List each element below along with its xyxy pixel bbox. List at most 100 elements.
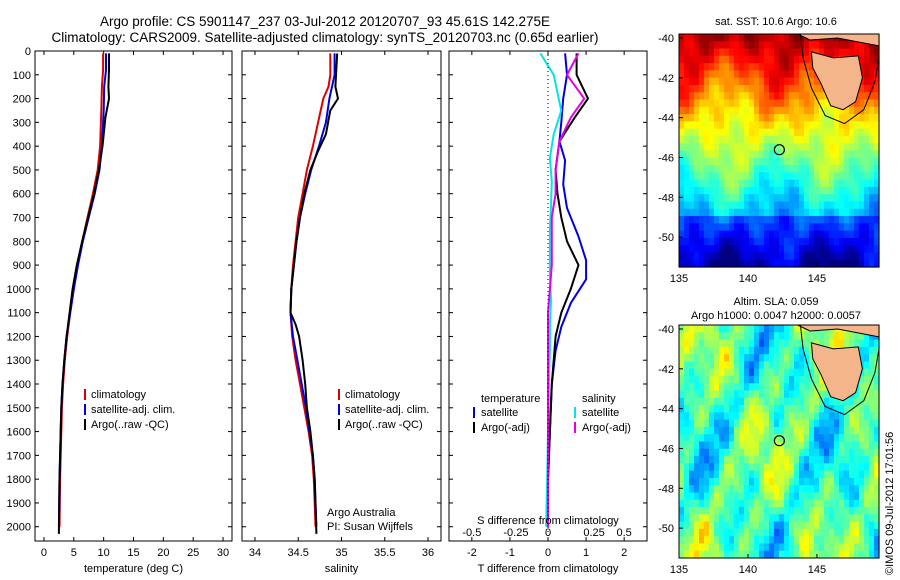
y-tick-label: 500 <box>13 165 31 177</box>
chart-title-line-1: Argo profile: CS 5901147_237 03-Jul-2012… <box>99 14 551 29</box>
legend-entry: satellite <box>481 407 518 419</box>
legend-entry: Argo(..raw -QC) <box>91 419 169 431</box>
x-tick-label: 10 <box>98 547 110 559</box>
x-tick-label: 2 <box>621 547 627 559</box>
s-tick-label: 0 <box>545 527 551 539</box>
y-tick-label: 0 <box>25 46 31 58</box>
map-x-tick-label: 135 <box>670 564 688 576</box>
legend-title: temperature <box>481 393 540 405</box>
s-tick-label: 0.25 <box>583 527 604 539</box>
y-tick-label: 600 <box>13 189 31 201</box>
x-axis-label: salinity <box>325 563 359 575</box>
s-tick-label: 0.5 <box>617 527 632 539</box>
series-line-argo-raw-qc- <box>57 53 110 534</box>
depth-contour-sst-map <box>799 33 880 125</box>
x-tick-label: 15 <box>127 547 139 559</box>
x-tick-label: 1 <box>583 547 589 559</box>
legend-entry: Argo(-adj) <box>582 422 631 434</box>
y-tick-label: 1600 <box>7 427 31 439</box>
depth-contour-sla-map <box>799 324 880 416</box>
y-tick-label: 1300 <box>7 355 31 367</box>
map-title-sla-2: Argo h1000: 0.0047 h2000: 0.0057 <box>691 310 861 322</box>
map-y-tick-label: -40 <box>658 33 674 45</box>
map-y-tick-label: -42 <box>658 73 674 85</box>
map-y-tick-label: -48 <box>658 192 674 204</box>
y-tick-label: 400 <box>13 141 31 153</box>
x-axis-label: temperature (deg C) <box>84 563 183 575</box>
x-tick-label: 0 <box>41 547 47 559</box>
axes-frame-temperature <box>34 50 233 542</box>
x-tick-label: 25 <box>187 547 199 559</box>
tasmania-land-sla-map <box>810 342 863 402</box>
s-axis-label: S difference from climatology <box>477 515 619 527</box>
x-tick-label: -1 <box>505 547 515 559</box>
legend-title: salinity <box>582 393 616 405</box>
legend-entry: climatology <box>345 389 401 401</box>
y-tick-label: 2000 <box>7 522 31 534</box>
map-x-tick-label: 145 <box>808 273 826 285</box>
x-tick-label: 35 <box>335 547 347 559</box>
map-y-tick-label: -42 <box>658 364 674 376</box>
series-line-argo-raw-qc- <box>289 53 339 534</box>
map-y-tick-label: -44 <box>658 113 674 125</box>
series-line-salinity-argo-adj- <box>547 52 586 527</box>
x-tick-label: 34.5 <box>288 547 309 559</box>
x-axis-label: T difference from climatology <box>478 563 619 575</box>
legend-entry: climatology <box>91 389 147 401</box>
y-tick-label: 300 <box>13 117 31 129</box>
annotation-line: PI: Susan Wijffels <box>327 521 413 533</box>
map-x-tick-label: 145 <box>808 564 826 576</box>
map-frame-sst-map <box>678 33 880 268</box>
map-title-sst: sat. SST: 10.6 Argo: 10.6 <box>715 16 837 28</box>
annotation-line: Argo Australia <box>327 507 396 519</box>
legend-entry: satellite <box>582 407 619 419</box>
map-frame-sla-map <box>678 324 880 559</box>
y-tick-label: 700 <box>13 213 31 225</box>
argo-position-marker <box>773 144 785 156</box>
y-tick-label: 1500 <box>7 403 31 415</box>
timestamp-label: ©IMOS 09-Jul-2012 17:01:56 <box>884 431 896 575</box>
tasmania-land-sst-map <box>810 51 863 111</box>
x-tick-label: 5 <box>71 547 77 559</box>
legend-entry: satellite-adj. clim. <box>91 404 175 416</box>
y-tick-label: 1400 <box>7 379 31 391</box>
y-tick-label: 1200 <box>7 331 31 343</box>
heatmap-cells-sst-map <box>679 34 880 268</box>
map-y-tick-label: -50 <box>658 523 674 535</box>
y-tick-label: 100 <box>13 70 31 82</box>
map-y-tick-label: -48 <box>658 483 674 495</box>
legend-entry: satellite-adj. clim. <box>345 404 429 416</box>
map-y-tick-label: -50 <box>658 232 674 244</box>
y-tick-label: 1100 <box>7 308 31 320</box>
x-tick-label: 35.5 <box>374 547 395 559</box>
y-tick-label: 1900 <box>7 498 31 510</box>
s-tick-label: -0.5 <box>462 527 481 539</box>
y-tick-label: 800 <box>13 236 31 248</box>
map-y-tick-label: -40 <box>658 324 674 336</box>
y-tick-label: 1000 <box>7 284 31 296</box>
y-tick-label: 900 <box>13 260 31 272</box>
chart-title-line-2: Climatology: CARS2009. Satellite-adjuste… <box>51 30 599 45</box>
map-y-tick-label: -46 <box>658 443 674 455</box>
legend-entry: Argo(-adj) <box>481 422 530 434</box>
series-line-temperature-argo-adj- <box>547 53 589 527</box>
s-tick-label: -0.25 <box>503 527 528 539</box>
x-tick-label: 30 <box>217 547 229 559</box>
map-y-tick-label: -44 <box>658 404 674 416</box>
x-tick-label: 34 <box>249 547 261 559</box>
axes-frame-salinity <box>241 50 442 542</box>
heatmap-cells-sla-map <box>679 325 880 559</box>
x-tick-label: 0 <box>545 547 551 559</box>
x-tick-label: 36 <box>422 547 434 559</box>
argo-position-marker <box>773 435 785 447</box>
x-tick-label: -2 <box>467 547 477 559</box>
y-tick-label: 1800 <box>7 474 31 486</box>
legend-entry: Argo(..raw -QC) <box>345 419 423 431</box>
map-x-tick-label: 140 <box>739 273 757 285</box>
y-tick-label: 200 <box>13 94 31 106</box>
map-x-tick-label: 135 <box>670 273 688 285</box>
map-y-tick-label: -46 <box>658 152 674 164</box>
x-tick-label: 20 <box>157 547 169 559</box>
y-tick-label: 1700 <box>7 450 31 462</box>
